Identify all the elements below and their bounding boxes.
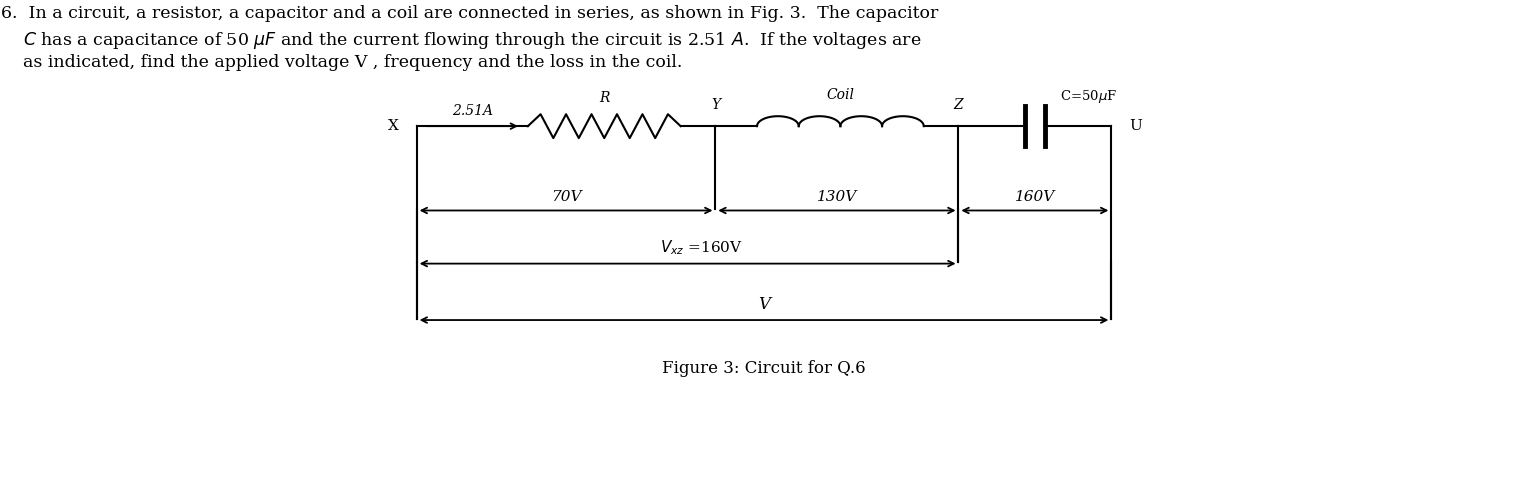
Text: R: R <box>599 91 610 105</box>
Text: Figure 3: Circuit for Q.6: Figure 3: Circuit for Q.6 <box>662 360 866 377</box>
Text: 6.  In a circuit, a resistor, a capacitor and a coil are connected in series, as: 6. In a circuit, a resistor, a capacitor… <box>2 5 938 22</box>
Text: Z: Z <box>953 98 963 112</box>
Text: 70V: 70V <box>550 190 581 204</box>
Text: X: X <box>388 119 399 133</box>
Text: Y: Y <box>711 98 720 112</box>
Text: 2.51A: 2.51A <box>452 104 494 118</box>
Text: $C$ has a capacitance of 50 $\mu F$ and the current flowing through the circuit : $C$ has a capacitance of 50 $\mu F$ and … <box>2 30 921 51</box>
Text: 160V: 160V <box>1015 190 1054 204</box>
Text: as indicated, find the applied voltage V , frequency and the loss in the coil.: as indicated, find the applied voltage V… <box>2 54 683 71</box>
Text: U: U <box>1129 119 1143 133</box>
Text: C=50$\mu$F: C=50$\mu$F <box>1060 88 1117 105</box>
Text: V: V <box>758 296 770 313</box>
Text: 130V: 130V <box>817 190 857 204</box>
Text: $V_{xz}$ =160V: $V_{xz}$ =160V <box>660 238 743 257</box>
Text: Coil: Coil <box>827 88 854 102</box>
